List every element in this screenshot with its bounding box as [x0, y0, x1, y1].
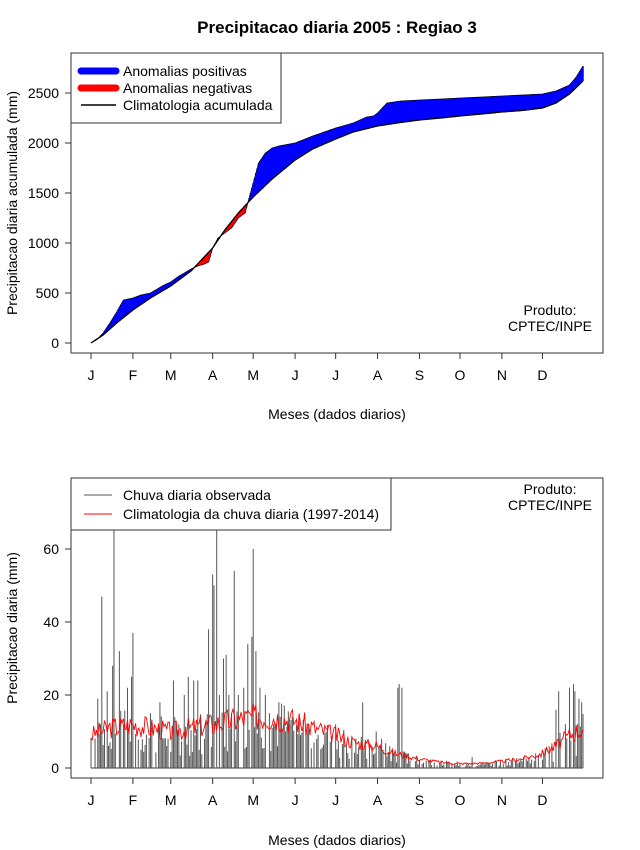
x-tick-label: M: [247, 367, 259, 383]
y-tick-label: 1000: [28, 235, 59, 251]
daily-credit-line2: CPTEC/INPE: [508, 497, 592, 513]
cumulative-x-label: Meses (dados diarios): [268, 406, 406, 422]
cumulative-panel: 0 500 1000 1500 2000 2500 J F M A M J J A S O N D Meses …: [4, 52, 604, 422]
x-tick-label: M: [165, 367, 177, 383]
legend-label-observed: Chuva diaria observada: [123, 487, 271, 503]
x-tick-label: N: [497, 367, 507, 383]
y-tick-label: 2000: [28, 135, 59, 151]
x-tick-label: F: [129, 792, 138, 808]
cumulative-plot-area: [90, 65, 584, 344]
legend-label-positive: Anomalias positivas: [123, 63, 247, 79]
cumulative-credit-line1: Produto:: [524, 302, 577, 318]
x-tick-label: J: [88, 792, 95, 808]
x-tick-label: F: [129, 367, 138, 383]
x-tick-label: S: [415, 792, 424, 808]
daily-y-axis: 0 20 40 60: [43, 541, 72, 776]
cumulative-credit-line2: CPTEC/INPE: [508, 318, 592, 334]
daily-x-label: Meses (dados diarios): [268, 832, 406, 848]
daily-plot-area: [90, 519, 584, 769]
x-tick-label: D: [537, 367, 547, 383]
x-tick-label: M: [247, 792, 259, 808]
x-tick-label: A: [208, 792, 218, 808]
daily-legend: Chuva diaria observada Climatologia da c…: [70, 477, 392, 531]
x-tick-label: N: [497, 792, 507, 808]
x-tick-label: O: [455, 367, 466, 383]
legend-label-daily-climatology: Climatologia da chuva diaria (1997-2014): [123, 506, 379, 522]
cumulative-legend: Anomalias positivas Anomalias negativas …: [70, 52, 282, 124]
x-tick-label: J: [332, 792, 339, 808]
y-tick-label: 500: [36, 285, 60, 301]
daily-panel: 0 20 40 60 J F M A M J J A S O N D Meses (dados diario…: [4, 477, 604, 848]
x-tick-label: A: [373, 792, 383, 808]
x-tick-label: S: [415, 367, 424, 383]
y-tick-label: 40: [43, 614, 59, 630]
rain-bars-minor: [90, 703, 584, 768]
y-tick-label: 20: [43, 687, 59, 703]
y-tick-label: 0: [51, 335, 59, 351]
y-tick-label: 2500: [28, 85, 59, 101]
y-tick-label: 0: [51, 760, 59, 776]
x-tick-label: A: [208, 367, 218, 383]
cumulative-y-axis: 0 500 1000 1500 2000 2500: [28, 85, 72, 351]
y-tick-label: 1500: [28, 185, 59, 201]
legend-label-climatology: Climatologia acumulada: [123, 97, 273, 113]
daily-credit-line1: Produto:: [524, 481, 577, 497]
x-tick-label: J: [292, 367, 299, 383]
y-tick-label: 60: [43, 541, 59, 557]
legend-label-negative: Anomalias negativas: [123, 80, 252, 96]
climatology-cumulative-line: [90, 80, 584, 344]
x-tick-label: J: [88, 367, 95, 383]
x-tick-label: O: [455, 792, 466, 808]
daily-legend-box: [70, 477, 392, 531]
x-tick-label: M: [165, 792, 177, 808]
daily-climatology-line: [90, 703, 584, 766]
x-tick-label: J: [332, 367, 339, 383]
observed-cumulative-line: [90, 65, 584, 344]
chart-title: Precipitacao diaria 2005 : Regiao 3: [197, 18, 477, 37]
x-tick-label: D: [537, 792, 547, 808]
daily-y-label: Precipitacao diaria (mm): [4, 552, 20, 704]
x-tick-label: A: [373, 367, 383, 383]
cumulative-y-label: Precipitacao diaria acumulada (mm): [4, 91, 20, 315]
x-tick-label: J: [292, 792, 299, 808]
